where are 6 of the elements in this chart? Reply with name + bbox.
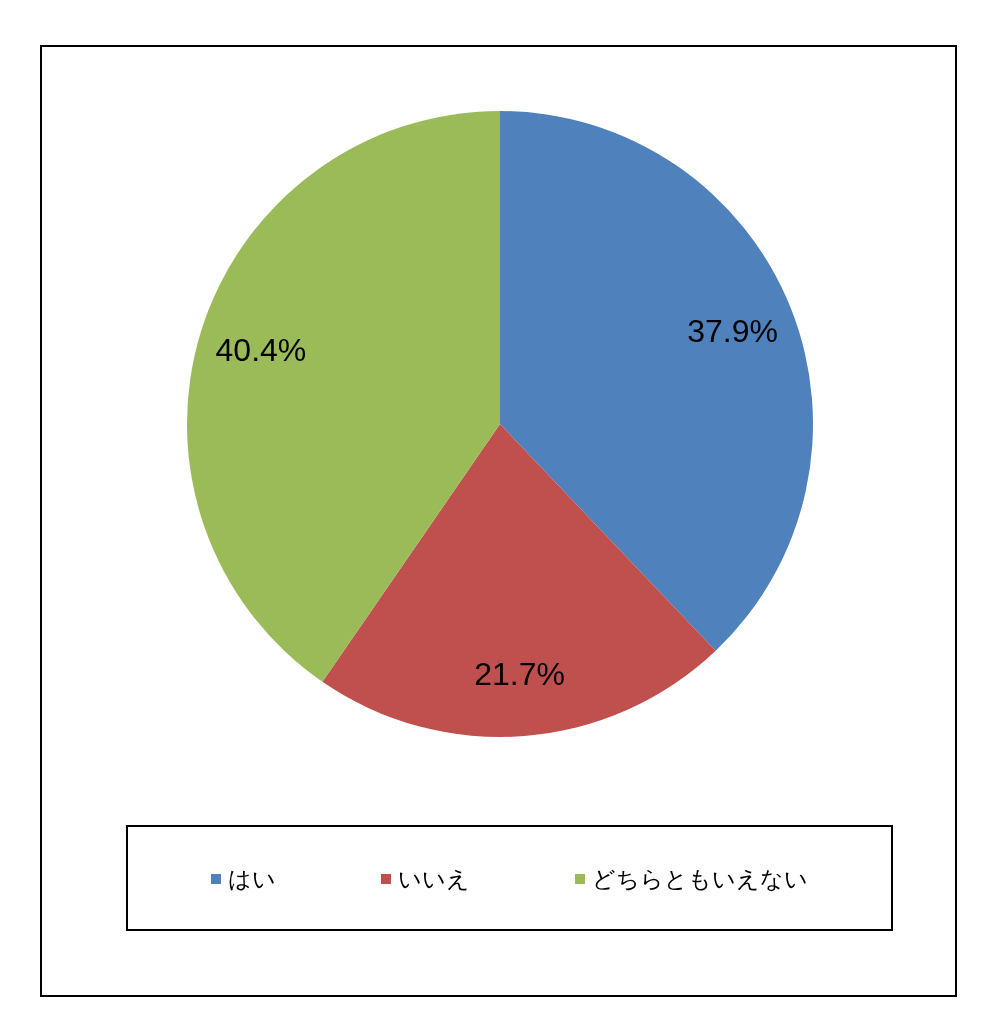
- legend-label: どちらともいえない: [592, 866, 808, 892]
- legend-label: はい: [228, 866, 276, 892]
- data-label: 40.4%: [215, 331, 307, 368]
- data-label: 37.9%: [687, 313, 778, 350]
- data-label: 21.7%: [474, 655, 566, 692]
- legend-label: いいえ: [398, 866, 470, 892]
